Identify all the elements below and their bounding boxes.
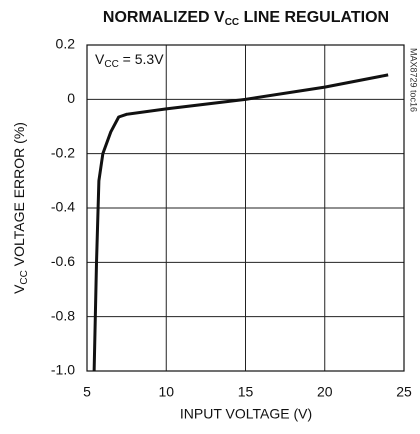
plot-frame — [86, 44, 405, 372]
y-tick-label: -0.6 — [51, 253, 75, 269]
chart-title: NORMALIZED VCC LINE REGULATION — [103, 9, 389, 27]
x-axis-label: INPUT VOLTAGE (V) — [180, 406, 312, 422]
y-tick-label: 0.2 — [56, 36, 76, 52]
y-tick-label: -0.8 — [51, 307, 75, 323]
label-sub: CC — [19, 270, 30, 284]
x-tick-label: 5 — [83, 384, 91, 400]
label-part: V — [11, 284, 27, 294]
annotation: VCC = 5.3V — [95, 51, 164, 70]
title-part: NORMALIZED V — [103, 9, 225, 26]
x-tick-label: 25 — [396, 384, 412, 400]
y-tick-label: -0.2 — [51, 144, 75, 160]
x-tick-label: 20 — [317, 384, 333, 400]
x-tick-label: 15 — [238, 384, 254, 400]
annotation-sub: CC — [104, 59, 118, 70]
label-part: VOLTAGE ERROR (%) — [11, 122, 27, 270]
data-line — [92, 73, 389, 372]
side-label: MAX8729 toc16 — [409, 48, 419, 112]
y-tick-label: -1.0 — [51, 362, 75, 378]
annotation-part: = 5.3V — [119, 51, 164, 67]
y-tick-label: 0 — [67, 90, 75, 106]
annotation-part: V — [95, 51, 105, 67]
y-tick-label: -0.4 — [51, 199, 75, 215]
x-tick-label: 10 — [158, 384, 174, 400]
title-part: LINE REGULATION — [239, 9, 389, 26]
title-sub: CC — [225, 17, 239, 28]
y-axis-label: VCC VOLTAGE ERROR (%) — [11, 122, 30, 294]
